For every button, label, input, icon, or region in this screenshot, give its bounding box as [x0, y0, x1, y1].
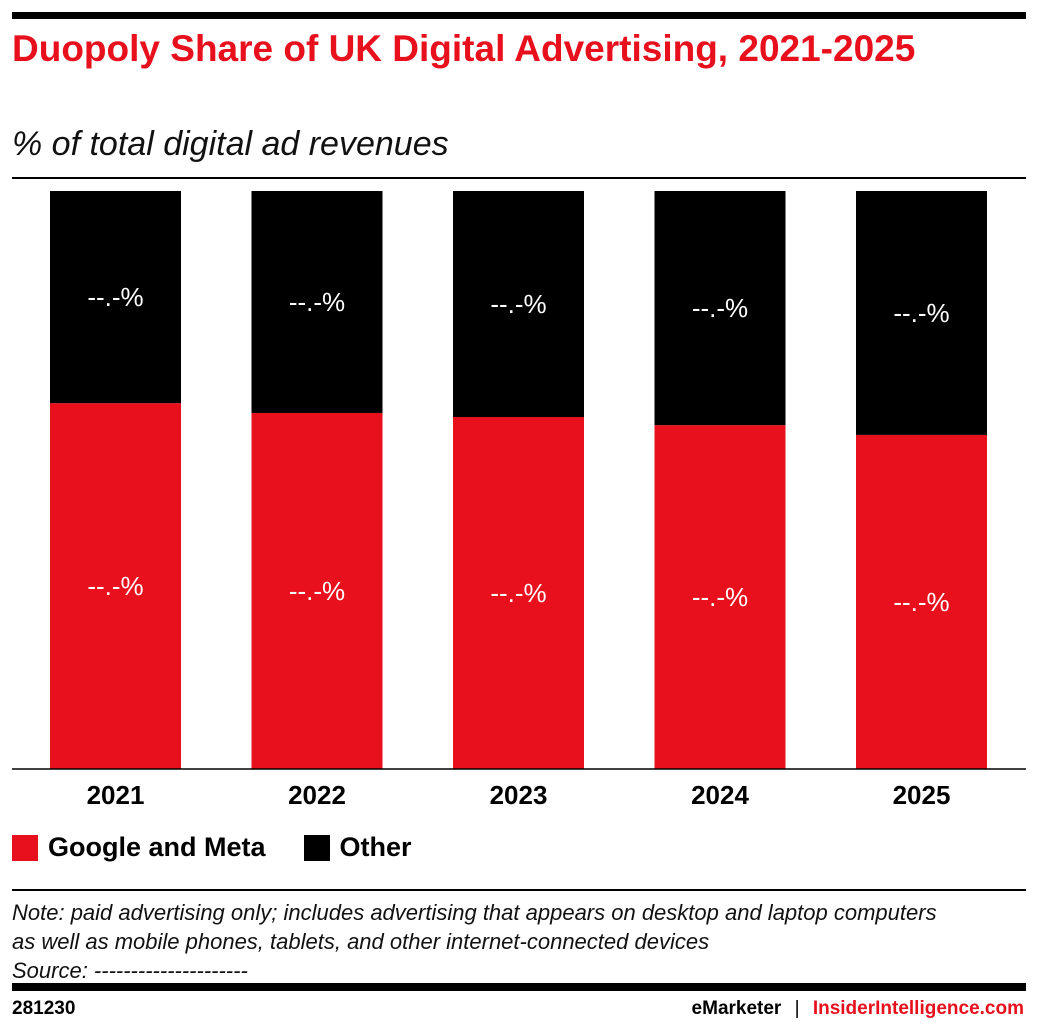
legend-label: Other	[339, 832, 412, 862]
chart-title: Duopoly Share of UK Digital Advertising,…	[12, 28, 916, 69]
x-tick-label: 2022	[288, 780, 346, 810]
bar-segment-other-2022	[251, 191, 383, 413]
data-label: --.-%	[893, 298, 949, 328]
data-label: --.-%	[289, 576, 345, 606]
data-label: --.-%	[289, 287, 345, 317]
data-label: --.-%	[692, 293, 748, 323]
note-divider	[12, 889, 1026, 891]
data-label: --.-%	[692, 582, 748, 612]
brand-emarketer: eMarketer	[691, 998, 782, 1019]
legend-swatch-black	[303, 834, 330, 861]
x-tick-label: 2023	[490, 780, 548, 810]
x-tick-label: 2025	[893, 780, 951, 810]
bar-segment-google-meta-2021	[50, 403, 181, 769]
data-label: --.-%	[490, 578, 546, 608]
bar-segment-google-meta-2025	[856, 434, 987, 769]
note-text: Note: paid advertising only; includes ad…	[12, 900, 937, 954]
legend-swatch-red	[12, 834, 38, 861]
brand-insider-intelligence: InsiderIntelligence.com	[812, 998, 1024, 1019]
footer-brand: eMarketer | InsiderIntelligence.com	[692, 998, 1024, 1020]
data-label: --.-%	[490, 289, 546, 319]
bar-segment-google-meta-2022	[251, 412, 383, 769]
legend: Google and Meta Other	[12, 832, 450, 863]
legend-item-other: Other	[303, 832, 412, 863]
data-label: --.-%	[893, 587, 949, 617]
brand-separator: |	[794, 998, 800, 1019]
bottom-bar	[12, 983, 1026, 991]
bar-segment-other-2021	[50, 191, 181, 404]
data-label: --.-%	[87, 282, 143, 312]
bar-segment-other-2024	[654, 191, 786, 426]
note-block: Note: paid advertising only; includes ad…	[12, 898, 952, 985]
legend-label: Google and Meta	[48, 832, 266, 862]
chart-subtitle: % of total digital ad revenues	[12, 125, 449, 163]
bar-segment-other-2025	[856, 191, 987, 435]
legend-item-google-meta: Google and Meta	[12, 832, 266, 863]
header-divider	[12, 177, 1026, 179]
source-text: Source: ---------------------	[12, 958, 248, 983]
data-label: --.-%	[87, 571, 143, 601]
chart-id: 281230	[12, 998, 76, 1019]
stacked-bar-chart: --.-% --.-% 2021 --.-% --.-% 2022 --.-% --.-% 20…	[12, 191, 1026, 810]
bar-segment-google-meta-2023	[453, 416, 584, 769]
top-bar	[12, 12, 1026, 19]
bar-segment-other-2023	[453, 191, 584, 417]
x-tick-label: 2024	[691, 780, 749, 810]
x-tick-label: 2021	[87, 780, 145, 810]
bar-segment-google-meta-2024	[654, 425, 786, 769]
